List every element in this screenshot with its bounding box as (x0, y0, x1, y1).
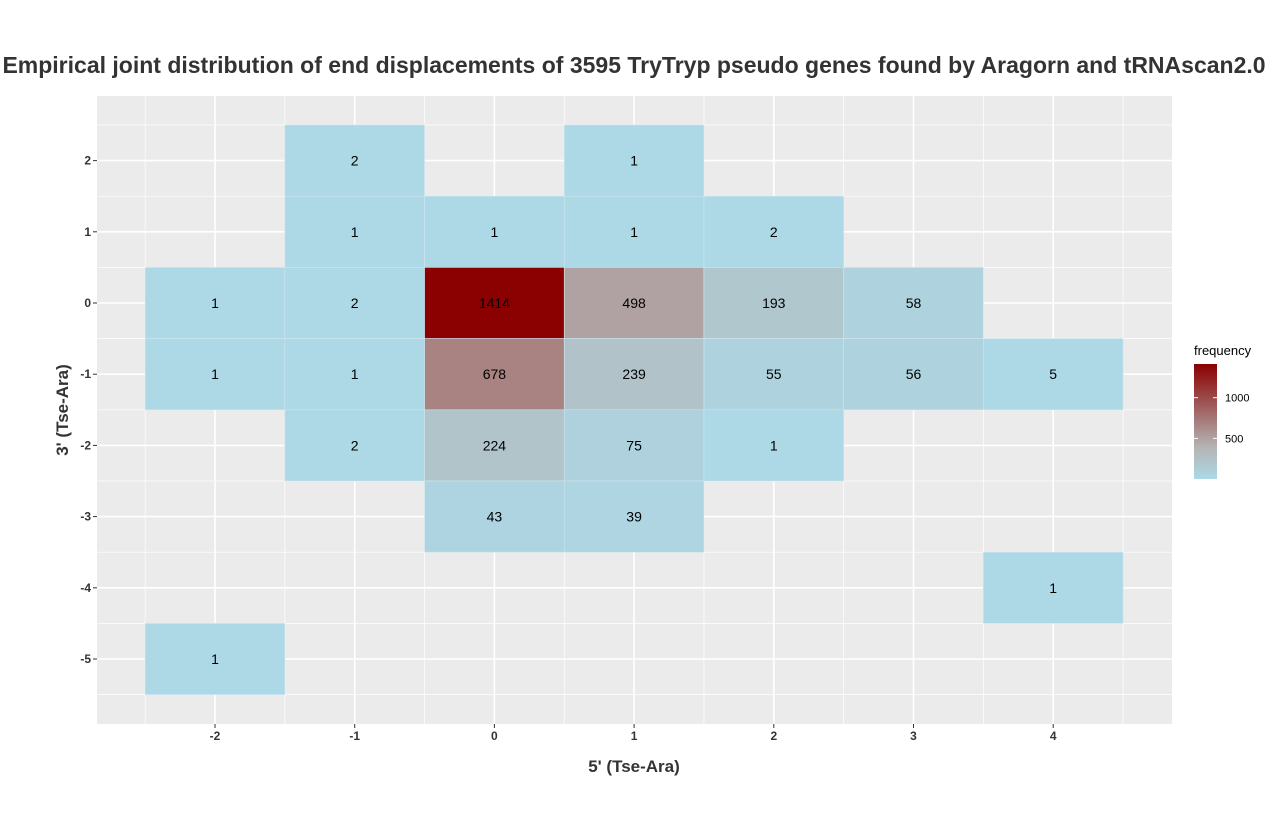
cell-value-label: 43 (487, 509, 503, 525)
heatmap-cell (843, 267, 984, 339)
x-tick-label: -1 (349, 729, 360, 743)
heatmap-cell (144, 338, 286, 411)
heatmap-cell (284, 267, 425, 339)
chart-title: Empirical joint distribution of end disp… (2, 52, 1265, 78)
x-tick-label: 1 (631, 729, 638, 743)
cell-value-label: 2 (770, 224, 778, 240)
cell-value-label: 1 (491, 224, 499, 240)
y-tick-label: -5 (80, 652, 91, 666)
heatmap-cell (703, 195, 844, 268)
y-axis-ticks: 2 1 0 -1 -2 -3 -4 -5 (80, 154, 97, 666)
heatmap-cell (284, 409, 425, 482)
heatmap-cell (563, 195, 705, 268)
cell-value-label: 75 (626, 437, 642, 453)
cell-value-label: 2 (351, 437, 359, 453)
heatmap-cell (843, 338, 984, 411)
x-tick-label: 0 (491, 729, 498, 743)
cell-value-label: 58 (906, 295, 922, 311)
cell-value-label: 224 (483, 437, 507, 453)
heatmap-cell (703, 267, 844, 339)
x-axis-title: 5' (Tse-Ara) (588, 757, 680, 776)
cell-value-label: 5 (1049, 366, 1057, 382)
y-tick-label: -2 (80, 438, 91, 452)
y-tick-label: 0 (84, 296, 91, 310)
cell-value-label: 239 (622, 366, 646, 382)
cell-value-label: 2 (351, 153, 359, 169)
cell-value-label: 1 (770, 437, 778, 453)
legend-tick-label: 1000 (1225, 393, 1249, 405)
y-tick-label: 1 (84, 225, 91, 239)
heatmap-cell (983, 338, 1124, 411)
legend-title: frequency (1194, 343, 1252, 358)
x-tick-label: 2 (770, 729, 777, 743)
heatmap-cell (563, 124, 705, 197)
heatmap-cell (563, 409, 705, 482)
cell-value-label: 1414 (479, 295, 510, 311)
heatmap-cell (703, 409, 844, 482)
heatmap-cell (563, 338, 705, 411)
y-axis-title: 3' (Tse-Ara) (53, 364, 72, 456)
heatmap-cell (424, 195, 565, 268)
x-tick-label: 3 (910, 729, 917, 743)
x-axis-ticks: -2 -1 0 1 2 3 4 (210, 724, 1057, 743)
heatmap-cell (284, 195, 425, 268)
frequency-legend: frequency 500 1000 (1194, 343, 1252, 479)
cell-value-label: 1 (211, 366, 219, 382)
y-tick-label: -1 (80, 367, 91, 381)
cell-value-label: 1 (211, 651, 219, 667)
legend-ticks: 500 1000 (1194, 393, 1249, 445)
heatmap-cell (563, 480, 705, 553)
y-tick-label: -3 (80, 510, 91, 524)
cell-value-label: 1 (630, 224, 638, 240)
heatmap-cell (424, 480, 565, 553)
cell-value-label: 498 (622, 295, 646, 311)
x-tick-label: -2 (210, 729, 221, 743)
heatmap-cell (424, 409, 565, 482)
heatmap-cell (284, 124, 425, 197)
y-tick-label: -4 (80, 581, 91, 595)
heatmap-cell (563, 267, 705, 339)
legend-tick-label: 500 (1225, 433, 1243, 445)
x-tick-label: 4 (1050, 729, 1057, 743)
cell-value-label: 55 (766, 366, 782, 382)
cell-value-label: 1 (351, 366, 359, 382)
heatmap-cells (144, 124, 1124, 695)
cell-value-label: 1 (211, 295, 219, 311)
cell-value-label: 56 (906, 366, 922, 382)
cell-value-label: 1 (630, 153, 638, 169)
heatmap-cell (144, 267, 286, 339)
y-tick-label: 2 (84, 154, 91, 168)
cell-value-label: 2 (351, 295, 359, 311)
cell-value-label: 1 (351, 224, 359, 240)
cell-labels: 2 1 1 1 1 2 1 2 1414 498 193 58 1 1 678 239 55 56 5 2 224 75 1… (211, 153, 1057, 667)
heatmap-cell (424, 338, 565, 411)
cell-value-label: 1 (1049, 580, 1057, 596)
cell-value-label: 678 (483, 366, 507, 382)
legend-colorbar (1194, 364, 1217, 479)
heatmap-cell (144, 623, 286, 695)
heatmap-cell (703, 338, 844, 411)
heatmap-cell (983, 551, 1124, 624)
cell-value-label: 39 (626, 509, 642, 525)
cell-value-label: 193 (762, 295, 786, 311)
heatmap-cell (424, 267, 565, 339)
